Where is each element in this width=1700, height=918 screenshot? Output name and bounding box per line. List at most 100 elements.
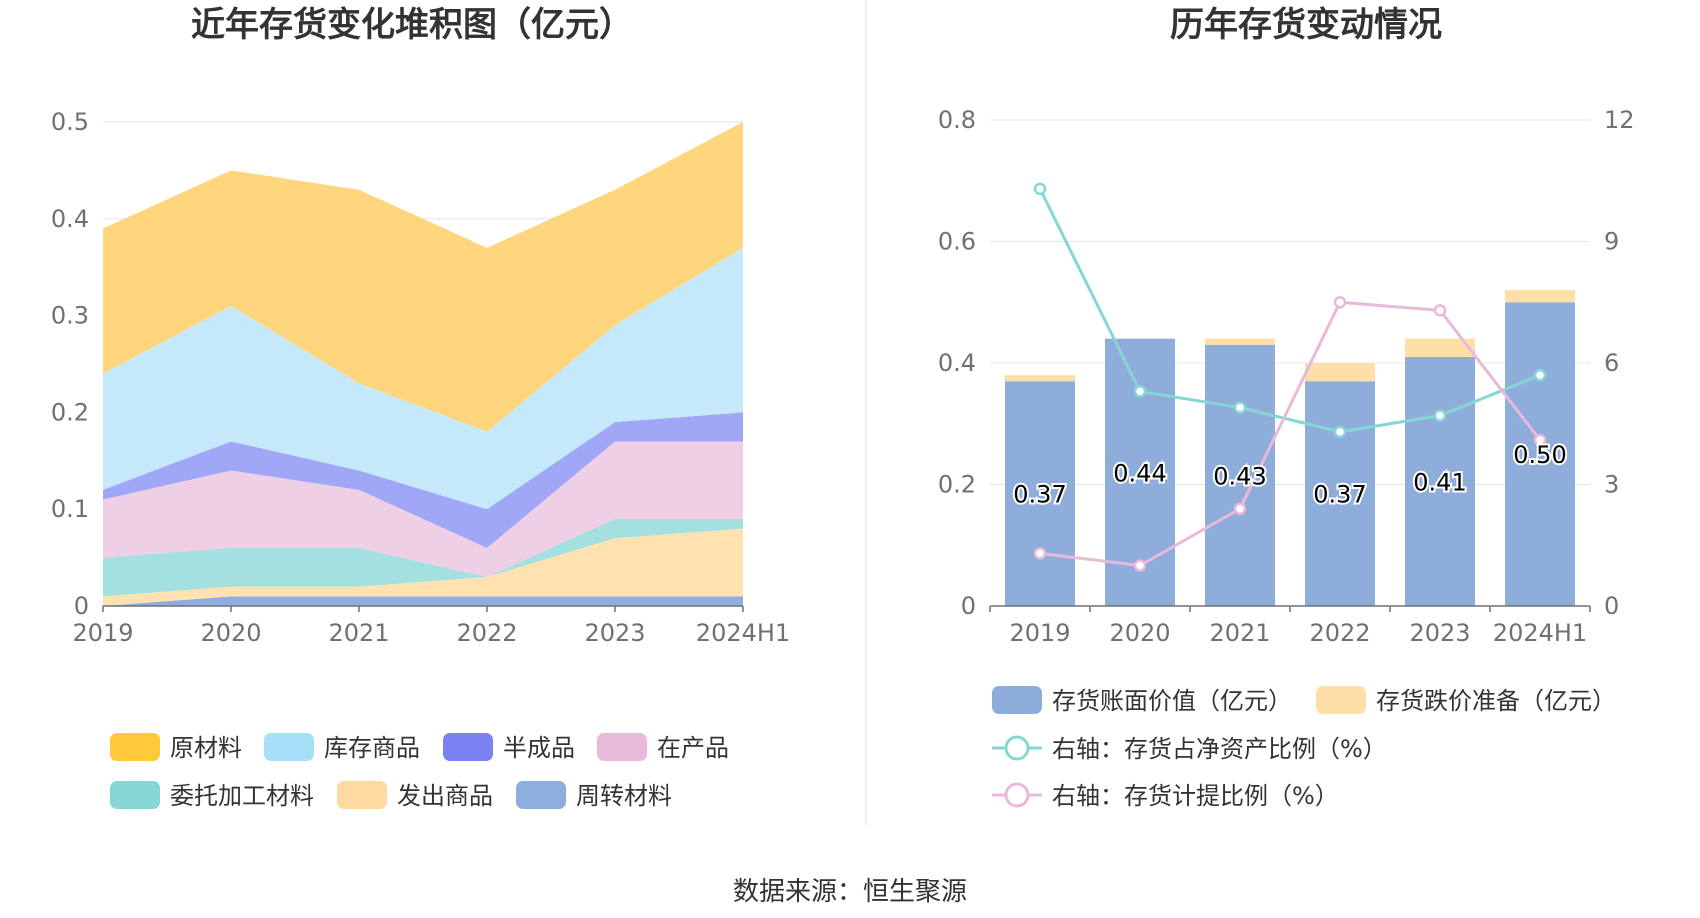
legend-swatch bbox=[992, 686, 1042, 714]
line-point bbox=[1533, 368, 1547, 382]
left-y-tick: 0.2 bbox=[51, 398, 89, 426]
bar-impairment bbox=[1005, 375, 1075, 382]
bar-impairment bbox=[1405, 338, 1475, 357]
line-point bbox=[1233, 502, 1247, 516]
left-chart-title: 近年存货变化堆积图（亿元） bbox=[191, 5, 633, 45]
bar-book-value bbox=[1005, 381, 1075, 606]
right-right-y-tick: 12 bbox=[1604, 106, 1635, 134]
legend-label: 委托加工材料 bbox=[170, 782, 314, 810]
right-x-tick: 2024H1 bbox=[1493, 619, 1587, 647]
legend-item[interactable]: 右轴：存货占净资产比例（%） bbox=[992, 735, 1387, 763]
stacked-area-chart: 近年存货变化堆积图（亿元） 00.10.20.30.40.5 2019 2020 2… bbox=[51, 5, 790, 810]
legend-item[interactable]: 发出商品 bbox=[337, 781, 493, 810]
bar-impairment bbox=[1305, 363, 1375, 382]
left-axis: 2019 2020 2021 2022 2023 2024H1 bbox=[72, 605, 790, 647]
legend-item[interactable]: 原材料 bbox=[110, 733, 242, 762]
right-axis: 2019 2020 2021 2022 2023 2024H1 bbox=[989, 605, 1591, 647]
left-x-tick: 2024H1 bbox=[696, 619, 790, 647]
legend-label: 在产品 bbox=[657, 734, 729, 762]
line-point bbox=[1433, 409, 1447, 422]
left-y-tick: 0.1 bbox=[51, 495, 89, 523]
bar-book-value bbox=[1205, 344, 1275, 606]
legend-swatch bbox=[1316, 686, 1366, 714]
bar-book-value bbox=[1305, 381, 1375, 606]
legend-label: 存货账面价值（亿元） bbox=[1052, 687, 1292, 715]
bar-line-chart: 历年存货变动情况 0 0.2 0.4 0.6 0.8 0 3 6 9 12 0.37 0.44 0.4… bbox=[938, 5, 1635, 810]
right-left-y-tick: 0.6 bbox=[938, 228, 976, 256]
legend-item[interactable]: 右轴：存货计提比例（%） bbox=[992, 782, 1339, 810]
legend-item[interactable]: 存货跌价准备（亿元） bbox=[1316, 686, 1616, 715]
area-series bbox=[103, 412, 743, 548]
line-point bbox=[1333, 425, 1347, 439]
data-source: 数据来源：恒生聚源 bbox=[733, 877, 967, 907]
bar-value-label: 0.43 bbox=[1213, 462, 1266, 490]
legend-swatch bbox=[110, 733, 160, 761]
right-x-tick: 2019 bbox=[1009, 619, 1070, 647]
bar-value-label: 0.44 bbox=[1113, 459, 1166, 487]
legend-label: 库存商品 bbox=[324, 734, 420, 762]
left-x-tick: 2023 bbox=[584, 619, 645, 647]
line-point bbox=[1333, 296, 1347, 309]
line-point bbox=[1433, 304, 1447, 317]
bar-value-label: 0.50 bbox=[1513, 441, 1566, 469]
left-x-tick: 2021 bbox=[328, 619, 389, 647]
legend-label: 存货跌价准备（亿元） bbox=[1376, 687, 1616, 715]
legend-swatch bbox=[516, 781, 566, 809]
area-series bbox=[103, 518, 743, 597]
area-series bbox=[103, 122, 743, 432]
right-lines bbox=[1033, 182, 1547, 572]
line-series bbox=[1039, 300, 1542, 568]
left-y-tick: 0.4 bbox=[51, 205, 89, 233]
right-legend: 存货账面价值（亿元） 存货跌价准备（亿元） 右轴：存货占净资产比例（%） 右轴：存货计… bbox=[992, 686, 1616, 810]
legend-label: 发出商品 bbox=[397, 782, 493, 810]
line-point bbox=[1133, 559, 1147, 572]
right-left-y-tick: 0 bbox=[961, 592, 976, 620]
right-left-y-tick: 0.2 bbox=[938, 471, 976, 499]
legend-swatch bbox=[264, 733, 314, 761]
legend-swatch bbox=[597, 733, 647, 761]
right-right-y-tick: 9 bbox=[1604, 228, 1619, 256]
bar-value-label: 0.37 bbox=[1313, 481, 1366, 509]
line-point bbox=[1233, 401, 1247, 414]
area-series bbox=[103, 596, 743, 606]
line-point bbox=[1033, 182, 1047, 196]
right-x-tick: 2021 bbox=[1209, 619, 1270, 647]
right-x-tick: 2020 bbox=[1109, 619, 1170, 647]
left-areas bbox=[103, 122, 743, 606]
legend-label: 右轴：存货计提比例（%） bbox=[1052, 782, 1339, 810]
legend-marker bbox=[1004, 735, 1030, 761]
right-left-y-tick: 0.8 bbox=[938, 106, 976, 134]
right-bars bbox=[1005, 290, 1575, 606]
area-series bbox=[103, 247, 743, 510]
legend-item[interactable]: 库存商品 bbox=[264, 733, 420, 762]
left-y-tick: 0.5 bbox=[51, 108, 89, 136]
legend-item[interactable]: 存货账面价值（亿元） bbox=[992, 686, 1292, 715]
bar-value-label: 0.37 bbox=[1013, 481, 1066, 509]
legend-label: 右轴：存货占净资产比例（%） bbox=[1052, 735, 1387, 763]
legend-item[interactable]: 半成品 bbox=[443, 733, 575, 762]
line-point bbox=[1133, 385, 1147, 398]
legend-item[interactable]: 委托加工材料 bbox=[110, 781, 314, 810]
left-x-tick: 2022 bbox=[456, 619, 517, 647]
legend-item[interactable]: 周转材料 bbox=[516, 781, 672, 810]
bar-impairment bbox=[1205, 338, 1275, 345]
right-right-y-tick: 0 bbox=[1604, 592, 1619, 620]
legend-label: 原材料 bbox=[170, 734, 242, 762]
right-x-tick: 2023 bbox=[1409, 619, 1470, 647]
right-bar-labels: 0.37 0.44 0.43 0.37 0.41 0.50 bbox=[1011, 439, 1568, 510]
legend-marker bbox=[1004, 782, 1030, 808]
line-point bbox=[1033, 547, 1047, 560]
right-x-tick: 2022 bbox=[1309, 619, 1370, 647]
line-series bbox=[1038, 188, 1541, 434]
right-right-y-tick: 6 bbox=[1604, 349, 1619, 377]
legend-swatch bbox=[110, 781, 160, 809]
legend-label: 周转材料 bbox=[576, 782, 672, 810]
legend-swatch bbox=[443, 733, 493, 761]
right-grid: 0 0.2 0.4 0.6 0.8 0 3 6 9 12 bbox=[938, 106, 1635, 620]
right-chart-title: 历年存货变动情况 bbox=[1170, 5, 1442, 45]
left-y-tick: 0.3 bbox=[51, 302, 89, 330]
legend-item[interactable]: 在产品 bbox=[597, 733, 729, 762]
right-left-y-tick: 0.4 bbox=[938, 349, 976, 377]
